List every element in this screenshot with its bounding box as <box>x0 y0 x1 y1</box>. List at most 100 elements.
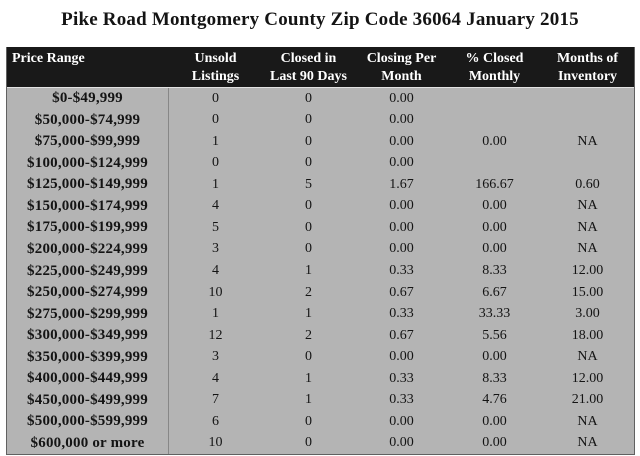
cell-unsold-listings: 10 <box>208 284 223 300</box>
cell-closing-per-month: 0.33 <box>389 392 414 408</box>
cell-price-range: $175,000-$199,999 <box>7 217 169 239</box>
cell-pct-closed-monthly: 166.67 <box>475 176 514 192</box>
cell-pct-closed-monthly: 0.00 <box>482 198 507 214</box>
cell-months-of-inventory: 21.00 <box>571 392 604 408</box>
cell-months-of-inventory: NA <box>577 219 598 235</box>
cell-price-range: $125,000-$149,999 <box>7 174 169 196</box>
cell-months-of-inventory: NA <box>577 198 598 214</box>
cell-price-range: $275,000-$299,999 <box>7 303 169 325</box>
table-row: $600,000 or more 10 0 0.00 0.00 NA <box>7 432 634 455</box>
page-title: Pike Road Montgomery County Zip Code 360… <box>61 9 579 30</box>
cell-closing-per-month: 0.33 <box>389 370 414 386</box>
inventory-table: Price Range Unsold Listings Closed in La… <box>6 47 635 455</box>
table-row: $175,000-$199,999 5 0 0.00 0.00 NA <box>7 217 634 239</box>
cell-pct-closed-monthly: 8.33 <box>482 370 507 386</box>
cell-unsold-listings: 7 <box>212 392 219 408</box>
cell-months-of-inventory: 0.60 <box>575 176 600 192</box>
cell-pct-closed-monthly: 0.00 <box>482 413 507 429</box>
cell-unsold-listings: 1 <box>212 133 219 149</box>
cell-unsold-listings: 1 <box>212 176 219 192</box>
cell-price-range: $0-$49,999 <box>7 88 169 110</box>
table-row: $50,000-$74,999 0 0 0.00 <box>7 109 634 132</box>
table-row: $350,000-$399,999 3 0 0.00 0.00 NA <box>7 346 634 368</box>
cell-closed-last-90-days: 0 <box>305 435 312 451</box>
cell-closing-per-month: 0.00 <box>389 155 414 171</box>
cell-closing-per-month: 0.00 <box>389 112 414 128</box>
cell-closed-last-90-days: 0 <box>305 349 312 365</box>
cell-closed-last-90-days: 1 <box>305 306 312 322</box>
cell-pct-closed-monthly: 33.33 <box>478 306 511 322</box>
cell-closed-last-90-days: 5 <box>305 176 312 192</box>
cell-price-range: $225,000-$249,999 <box>7 260 169 282</box>
cell-closing-per-month: 0.00 <box>389 435 414 451</box>
cell-pct-closed-monthly: 0.00 <box>482 133 507 149</box>
cell-closed-last-90-days: 0 <box>305 133 312 149</box>
table-row: $300,000-$349,999 12 2 0.67 5.56 18.00 <box>7 324 634 347</box>
column-header-closed-last-90-days: Closed in Last 90 Days <box>269 51 347 85</box>
cell-pct-closed-monthly <box>448 110 541 132</box>
cell-price-range: $100,000-$124,999 <box>7 152 169 175</box>
cell-unsold-listings: 0 <box>212 112 219 128</box>
cell-closing-per-month: 0.00 <box>389 413 414 429</box>
cell-unsold-listings: 4 <box>212 198 219 214</box>
column-header-months-of-inventory: Months of Inventory <box>556 51 619 85</box>
cell-price-range: $200,000-$224,999 <box>7 238 169 261</box>
cell-pct-closed-monthly: 4.76 <box>482 392 507 408</box>
table-row: $125,000-$149,999 1 5 1.67 166.67 0.60 <box>7 174 634 196</box>
table-row: $275,000-$299,999 1 1 0.33 33.33 3.00 <box>7 303 634 325</box>
cell-closing-per-month: 0.33 <box>389 263 414 279</box>
cell-months-of-inventory: 15.00 <box>571 284 604 300</box>
cell-unsold-listings: 12 <box>208 327 223 343</box>
cell-pct-closed-monthly: 0.00 <box>482 219 507 235</box>
cell-pct-closed-monthly <box>448 153 541 175</box>
cell-closing-per-month: 0.00 <box>389 90 414 106</box>
cell-closed-last-90-days: 0 <box>305 198 312 214</box>
cell-months-of-inventory: NA <box>577 241 598 257</box>
cell-unsold-listings: 3 <box>212 241 219 257</box>
table-row: $500,000-$599,999 6 0 0.00 0.00 NA <box>7 410 634 433</box>
column-header-unsold-listings: Unsold Listings <box>191 51 240 85</box>
cell-months-of-inventory <box>541 88 634 110</box>
cell-months-of-inventory: 12.00 <box>571 263 604 279</box>
cell-pct-closed-monthly: 0.00 <box>482 435 507 451</box>
cell-unsold-listings: 0 <box>212 90 219 106</box>
table-row: $450,000-$499,999 7 1 0.33 4.76 21.00 <box>7 389 634 411</box>
table-row: $400,000-$449,999 4 1 0.33 8.33 12.00 <box>7 367 634 390</box>
cell-price-range: $300,000-$349,999 <box>7 324 169 347</box>
table-row: $150,000-$174,999 4 0 0.00 0.00 NA <box>7 195 634 218</box>
cell-unsold-listings: 6 <box>212 413 219 429</box>
cell-months-of-inventory: NA <box>577 435 598 451</box>
cell-closed-last-90-days: 1 <box>305 263 312 279</box>
cell-months-of-inventory: 12.00 <box>571 370 604 386</box>
column-header-price-range: Price Range <box>12 51 85 66</box>
column-header-pct-closed-monthly: % Closed Monthly <box>465 51 524 85</box>
cell-closing-per-month: 0.00 <box>389 241 414 257</box>
cell-unsold-listings: 0 <box>212 155 219 171</box>
table-row: $250,000-$274,999 10 2 0.67 6.67 15.00 <box>7 281 634 304</box>
cell-price-range: $150,000-$174,999 <box>7 195 169 218</box>
cell-price-range: $350,000-$399,999 <box>7 346 169 368</box>
cell-unsold-listings: 5 <box>212 219 219 235</box>
column-header-closing-per-month: Closing Per Month <box>366 51 437 85</box>
cell-closing-per-month: 0.00 <box>389 198 414 214</box>
cell-closing-per-month: 0.00 <box>389 349 414 365</box>
cell-pct-closed-monthly: 6.67 <box>482 284 507 300</box>
cell-closed-last-90-days: 2 <box>305 327 312 343</box>
table-row: $225,000-$249,999 4 1 0.33 8.33 12.00 <box>7 260 634 282</box>
cell-unsold-listings: 4 <box>212 370 219 386</box>
cell-closed-last-90-days: 0 <box>305 90 312 106</box>
cell-unsold-listings: 1 <box>212 306 219 322</box>
cell-closing-per-month: 0.67 <box>389 327 414 343</box>
table-row: $75,000-$99,999 1 0 0.00 0.00 NA <box>7 131 634 153</box>
cell-closing-per-month: 0.00 <box>389 219 414 235</box>
cell-price-range: $75,000-$99,999 <box>7 131 169 153</box>
cell-closed-last-90-days: 1 <box>305 392 312 408</box>
cell-price-range: $600,000 or more <box>7 432 169 455</box>
cell-pct-closed-monthly: 0.00 <box>482 349 507 365</box>
cell-months-of-inventory: NA <box>577 349 598 365</box>
cell-price-range: $50,000-$74,999 <box>7 109 169 132</box>
cell-months-of-inventory: NA <box>577 413 598 429</box>
cell-price-range: $450,000-$499,999 <box>7 389 169 411</box>
cell-closing-per-month: 1.67 <box>389 176 414 192</box>
cell-closed-last-90-days: 0 <box>305 219 312 235</box>
